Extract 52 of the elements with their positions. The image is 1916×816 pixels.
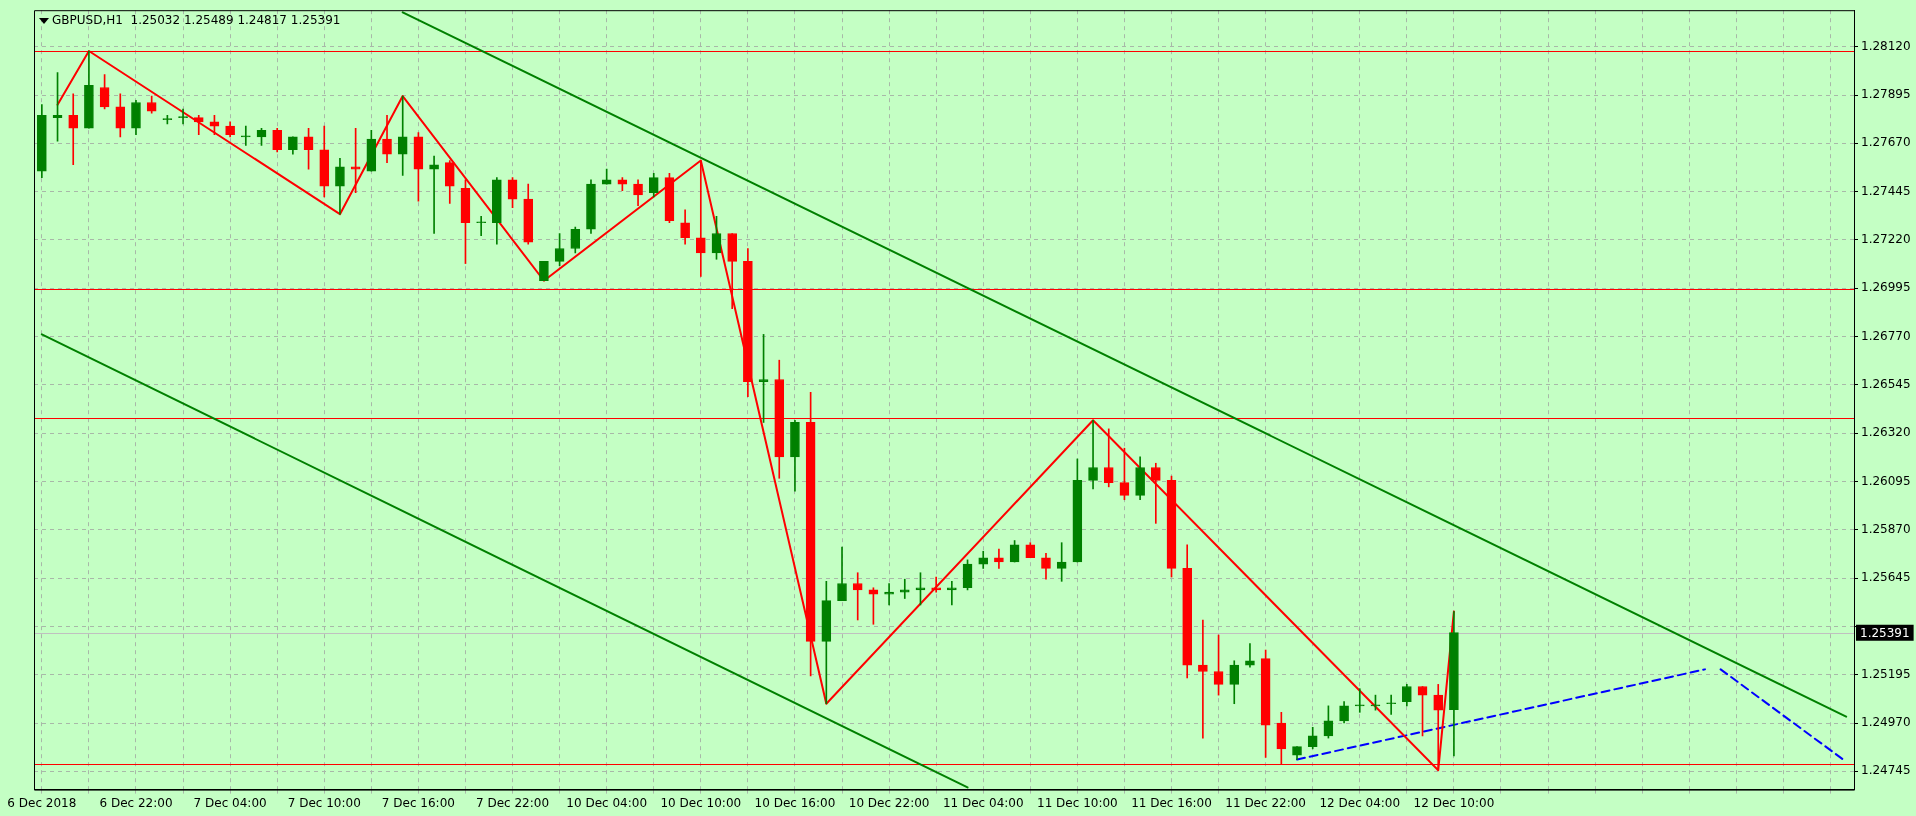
candlestick <box>476 215 486 236</box>
ref-line-label: 1.25391 <box>1860 625 1910 640</box>
candlestick <box>695 160 706 277</box>
y-tick-label: 1.26095 <box>1861 473 1911 488</box>
y-tick-label: 1.28120 <box>1861 38 1911 53</box>
candlestick <box>1150 462 1161 524</box>
candlestick <box>947 581 957 606</box>
x-tick-label: 6 Dec 22:00 <box>99 795 173 810</box>
x-tick-label: 12 Dec 10:00 <box>1413 795 1495 810</box>
x-tick-label: 7 Dec 04:00 <box>193 795 267 810</box>
y-tick-label: 1.25645 <box>1861 570 1911 585</box>
candlestick <box>852 572 863 621</box>
x-tick-label: 6 Dec 2018 <box>7 795 77 810</box>
candlestick <box>931 576 941 593</box>
candlestick <box>994 548 1004 569</box>
y-tick-label: 1.25195 <box>1861 666 1911 681</box>
y-tick-label: 1.26545 <box>1861 377 1911 391</box>
x-tick-label: 10 Dec 16:00 <box>754 795 836 810</box>
x-tick-label: 11 Dec 22:00 <box>1225 795 1306 810</box>
candlestick <box>1056 542 1067 582</box>
x-tick-label: 10 Dec 22:00 <box>848 795 930 810</box>
candlestick <box>397 95 408 176</box>
y-tick-label: 1.25870 <box>1861 521 1911 536</box>
x-tick-label: 12 Dec 04:00 <box>1319 795 1401 810</box>
x-tick-label: 7 Dec 10:00 <box>287 795 361 810</box>
candlestick <box>1245 643 1255 668</box>
x-tick-label: 11 Dec 10:00 <box>1037 795 1118 810</box>
candlestick <box>193 115 204 136</box>
y-tick-label: 1.27445 <box>1861 183 1911 198</box>
candlestick <box>240 125 251 146</box>
candlestick <box>1088 419 1098 490</box>
y-tick-label: 1.26770 <box>1861 328 1911 343</box>
x-tick-label: 7 Dec 22:00 <box>476 795 550 810</box>
candlestick <box>884 583 894 606</box>
y-tick-label: 1.27670 <box>1861 135 1911 150</box>
y-tick-label: 1.27895 <box>1861 87 1911 102</box>
x-tick-label: 7 Dec 16:00 <box>381 795 455 810</box>
y-tick-label: 1.24970 <box>1861 715 1911 730</box>
y-tick-label: 1.26995 <box>1861 280 1911 295</box>
candlestick <box>1354 688 1365 713</box>
x-tick-label: 10 Dec 10:00 <box>660 795 742 810</box>
x-tick-label: 11 Dec 04:00 <box>942 795 1024 810</box>
chart-title: GBPUSD,H1 1.25032 1.25489 1.24817 1.25391 <box>52 13 341 28</box>
y-tick-label: 1.24745 <box>1861 763 1911 778</box>
y-tick-label: 1.27220 <box>1861 232 1911 247</box>
candlestick <box>68 93 79 166</box>
y-tick-label: 1.26320 <box>1861 425 1911 440</box>
x-tick-label: 10 Dec 04:00 <box>566 795 648 810</box>
candlestick <box>1386 694 1396 715</box>
candlestick <box>429 155 439 234</box>
candlestick <box>1198 619 1208 739</box>
x-tick-label: 11 Dec 16:00 <box>1131 795 1212 810</box>
